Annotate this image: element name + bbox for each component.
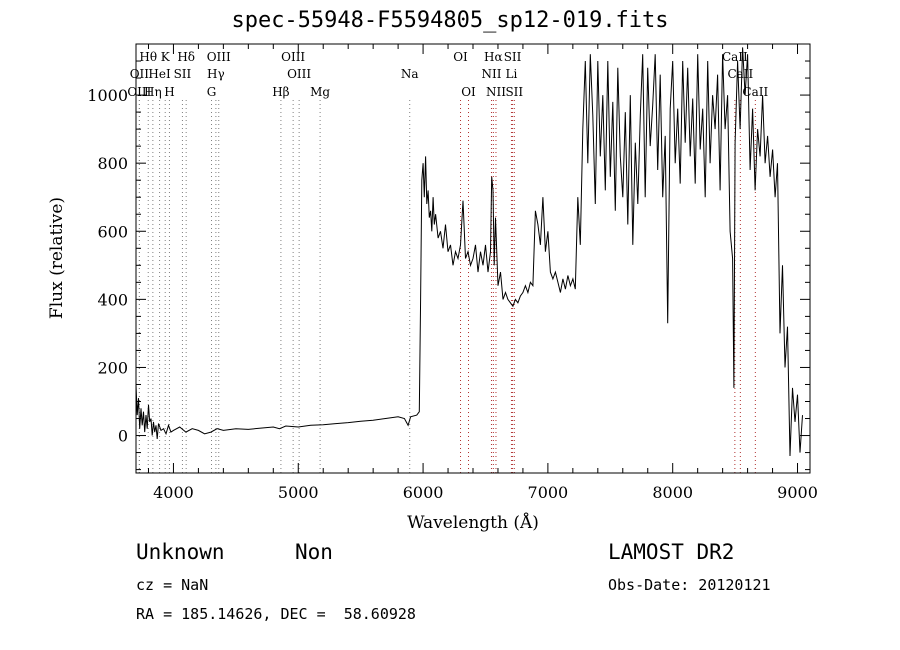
- spectrum-series-line: [135, 47, 803, 457]
- spectral-line-label: OI: [453, 50, 468, 64]
- spectral-line-label: HeI: [148, 67, 171, 81]
- y-tick-label: 200: [97, 358, 128, 377]
- y-tick-label: 600: [97, 222, 128, 241]
- observation-date: Obs-Date: 20120121: [608, 576, 771, 594]
- y-tick-label: 0: [118, 427, 128, 446]
- x-tick-label: 5000: [278, 483, 319, 502]
- spectral-line-label: Hγ: [207, 67, 225, 81]
- spectral-line-label: H: [164, 85, 174, 99]
- survey-name: LAMOST DR2: [608, 540, 735, 564]
- spectral-line-label: OIII: [287, 67, 311, 81]
- coordinates-readout: RA = 185.14626, DEC = 58.60928: [136, 605, 416, 623]
- spectral-line-label: NII: [486, 85, 506, 99]
- axis-tick-labels: 4000 5000 6000 7000 8000 9000 0 200 400 600 800 100…: [87, 86, 818, 502]
- spectral-line-label: OII: [130, 67, 150, 81]
- spectral-line-markers: [138, 100, 756, 473]
- spectral-line-label: K: [161, 50, 171, 64]
- y-tick-label: 800: [97, 154, 128, 173]
- spectral-line-label: OI: [461, 85, 476, 99]
- x-axis-label: Wavelength (Å): [407, 512, 539, 533]
- spectral-line-label: G: [207, 85, 217, 99]
- spectral-line-label: Hα: [484, 50, 503, 64]
- object-class: Unknown: [136, 540, 225, 564]
- spectral-line-label: Hβ: [272, 85, 289, 99]
- x-tick-label: 7000: [528, 483, 569, 502]
- spectral-line-label: Mg: [310, 85, 330, 99]
- spectral-line-label: SII: [504, 50, 522, 64]
- y-axis-label: Flux (relative): [47, 197, 67, 319]
- spectral-line-label: SII: [174, 67, 192, 81]
- redshift-readout: cz = NaN: [136, 576, 209, 594]
- spectral-line-label: Na: [401, 67, 419, 81]
- spectral-line-label: CaII: [722, 50, 748, 64]
- object-subclass: Non: [295, 540, 333, 564]
- axis-ticks: [136, 43, 810, 473]
- y-tick-label: 400: [97, 290, 128, 309]
- spectral-line-label: Hη: [144, 85, 162, 99]
- spectral-line-label: SII: [505, 85, 523, 99]
- y-tick-label: 1000: [87, 86, 128, 105]
- chart-title: spec-55948-F5594805_sp12-019.fits: [231, 8, 669, 33]
- spectral-line-label: CaII: [742, 85, 768, 99]
- spectral-line-label: OIII: [207, 50, 231, 64]
- spectral-line-label: Hθ: [139, 50, 157, 64]
- spectral-line-label: Hδ: [177, 50, 195, 64]
- x-tick-label: 8000: [652, 483, 693, 502]
- x-tick-label: 4000: [153, 483, 194, 502]
- x-tick-label: 6000: [403, 483, 444, 502]
- spectral-line-label: OIII: [281, 50, 305, 64]
- spectral-line-label: CaII: [727, 67, 753, 81]
- spectral-line-label: NII: [481, 67, 501, 81]
- x-tick-label: 9000: [777, 483, 818, 502]
- spectral-line-label: Li: [506, 67, 518, 81]
